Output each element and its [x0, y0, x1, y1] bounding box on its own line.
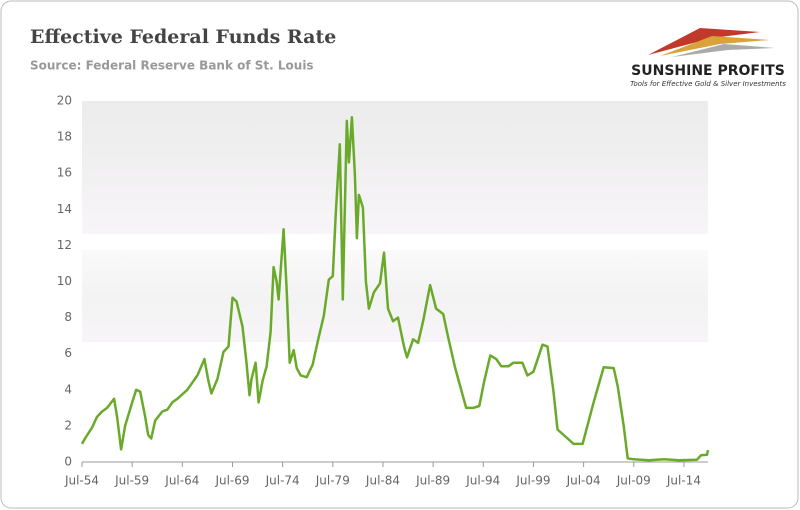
x-tick-label: Jul-64 [164, 474, 199, 488]
x-tick-label: Jul-69 [214, 474, 249, 488]
x-tick-label: Jul-04 [566, 474, 601, 488]
x-tick-label: Jul-59 [114, 474, 149, 488]
background-band [82, 250, 708, 342]
y-tick-label: 14 [57, 202, 72, 216]
x-tick-label: Jul-14 [666, 474, 701, 488]
y-tick-label: 12 [57, 238, 72, 252]
x-tick-label: Jul-54 [64, 474, 99, 488]
x-tick-label: Jul-09 [616, 474, 651, 488]
y-tick-label: 0 [64, 455, 72, 469]
y-tick-label: 16 [57, 166, 72, 180]
y-tick-label: 2 [64, 418, 72, 432]
background-band [82, 101, 708, 234]
logo: SUNSHINE PROFITS Tools for Effective Gol… [630, 28, 786, 88]
y-tick-label: 4 [64, 382, 72, 396]
x-tick-label: Jul-74 [265, 474, 300, 488]
line [80, 115, 710, 462]
y-tick-label: 20 [57, 94, 72, 108]
y-tick-label: 8 [64, 310, 72, 324]
x-tick-label: Jul-89 [415, 474, 450, 488]
logo-tagline: Tools for Effective Gold & Silver Invest… [630, 80, 786, 88]
x-tick-label: Jul-79 [315, 474, 350, 488]
x-tick-label: Jul-84 [365, 474, 400, 488]
x-tick-label: Jul-99 [515, 474, 550, 488]
y-tick-label: 6 [64, 346, 72, 360]
chart-subtitle: Source: Federal Reserve Bank of St. Loui… [30, 59, 314, 73]
logo-name: SUNSHINE PROFITS [631, 63, 785, 79]
chart-title: Effective Federal Funds Rate [30, 26, 336, 48]
y-tick-label: 18 [57, 130, 72, 144]
x-tick-label: Jul-94 [465, 474, 500, 488]
y-tick-label: 10 [57, 274, 72, 288]
